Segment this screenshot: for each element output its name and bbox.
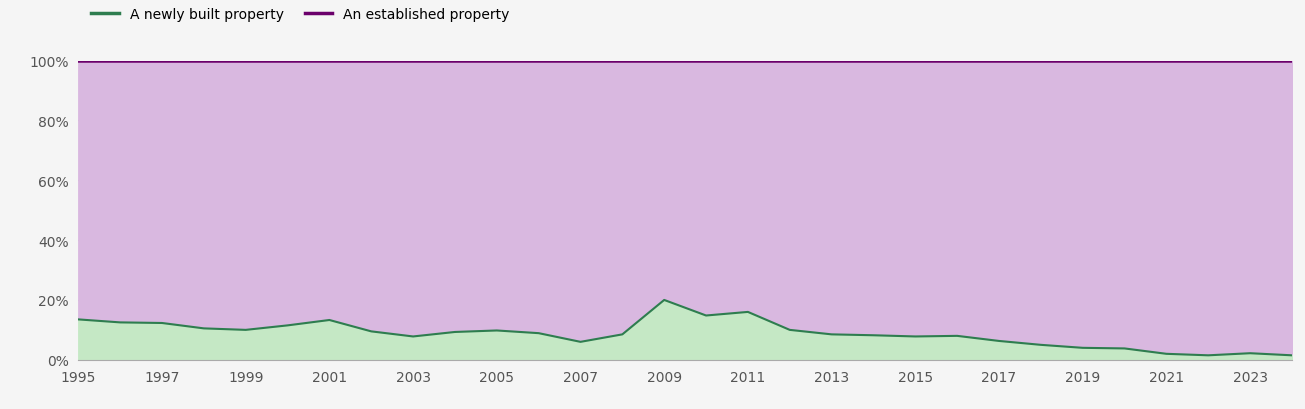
- Legend: A newly built property, An established property: A newly built property, An established p…: [85, 2, 515, 28]
